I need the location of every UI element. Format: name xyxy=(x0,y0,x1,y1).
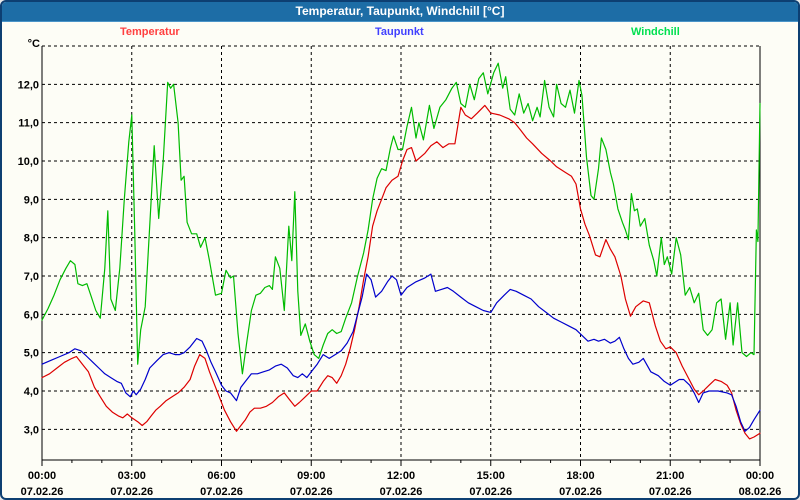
legend-temperatur: Temperatur xyxy=(120,26,180,38)
y-tick-label: 9,0 xyxy=(24,194,39,206)
series-line-temperatur xyxy=(41,104,761,440)
x-tick-date-label: 08.02.26 xyxy=(739,486,782,498)
x-tick-date-label: 07.02.26 xyxy=(110,486,153,498)
x-tick-date-label: 07.02.26 xyxy=(21,486,64,498)
y-tick-label: 8,0 xyxy=(24,233,39,245)
x-tick-date-label: 07.02.26 xyxy=(290,486,333,498)
window-title: Temperatur, Taupunkt, Windchill [°C] xyxy=(295,4,505,18)
title-bar: Temperatur, Taupunkt, Windchill [°C] xyxy=(2,2,798,22)
y-tick-label: 4,0 xyxy=(24,386,39,398)
x-tick-time-label: 00:00 xyxy=(746,470,774,482)
y-axis-unit-label: °C xyxy=(27,38,40,50)
x-tick-time-label: 18:00 xyxy=(566,470,594,482)
series-line-windchill xyxy=(41,62,761,375)
x-tick-time-label: 15:00 xyxy=(477,470,505,482)
x-tick-date-label: 07.02.26 xyxy=(649,486,692,498)
series-line-taupunkt xyxy=(41,273,761,432)
x-tick-time-label: 12:00 xyxy=(387,470,415,482)
legend-windchill: Windchill xyxy=(631,26,680,38)
y-tick-label: 7,0 xyxy=(24,271,39,283)
x-tick-time-label: 03:00 xyxy=(118,470,146,482)
x-tick-date-label: 07.02.26 xyxy=(380,486,423,498)
y-tick-label: 5,0 xyxy=(24,348,39,360)
x-tick-time-label: 21:00 xyxy=(656,470,684,482)
y-tick-label: 6,0 xyxy=(24,309,39,321)
x-tick-date-label: 07.02.26 xyxy=(559,486,602,498)
y-tick-label: 12,0 xyxy=(18,79,39,91)
y-tick-label: 3,0 xyxy=(24,424,39,436)
x-tick-time-label: 00:00 xyxy=(28,470,56,482)
x-tick-date-label: 07.02.26 xyxy=(200,486,243,498)
x-tick-date-label: 07.02.26 xyxy=(469,486,512,498)
legend-taupunkt: Taupunkt xyxy=(375,26,424,38)
x-tick-time-label: 09:00 xyxy=(297,470,325,482)
x-tick-time-label: 06:00 xyxy=(207,470,235,482)
y-tick-label: 10,0 xyxy=(18,156,39,168)
y-tick-label: 11,0 xyxy=(18,118,39,130)
